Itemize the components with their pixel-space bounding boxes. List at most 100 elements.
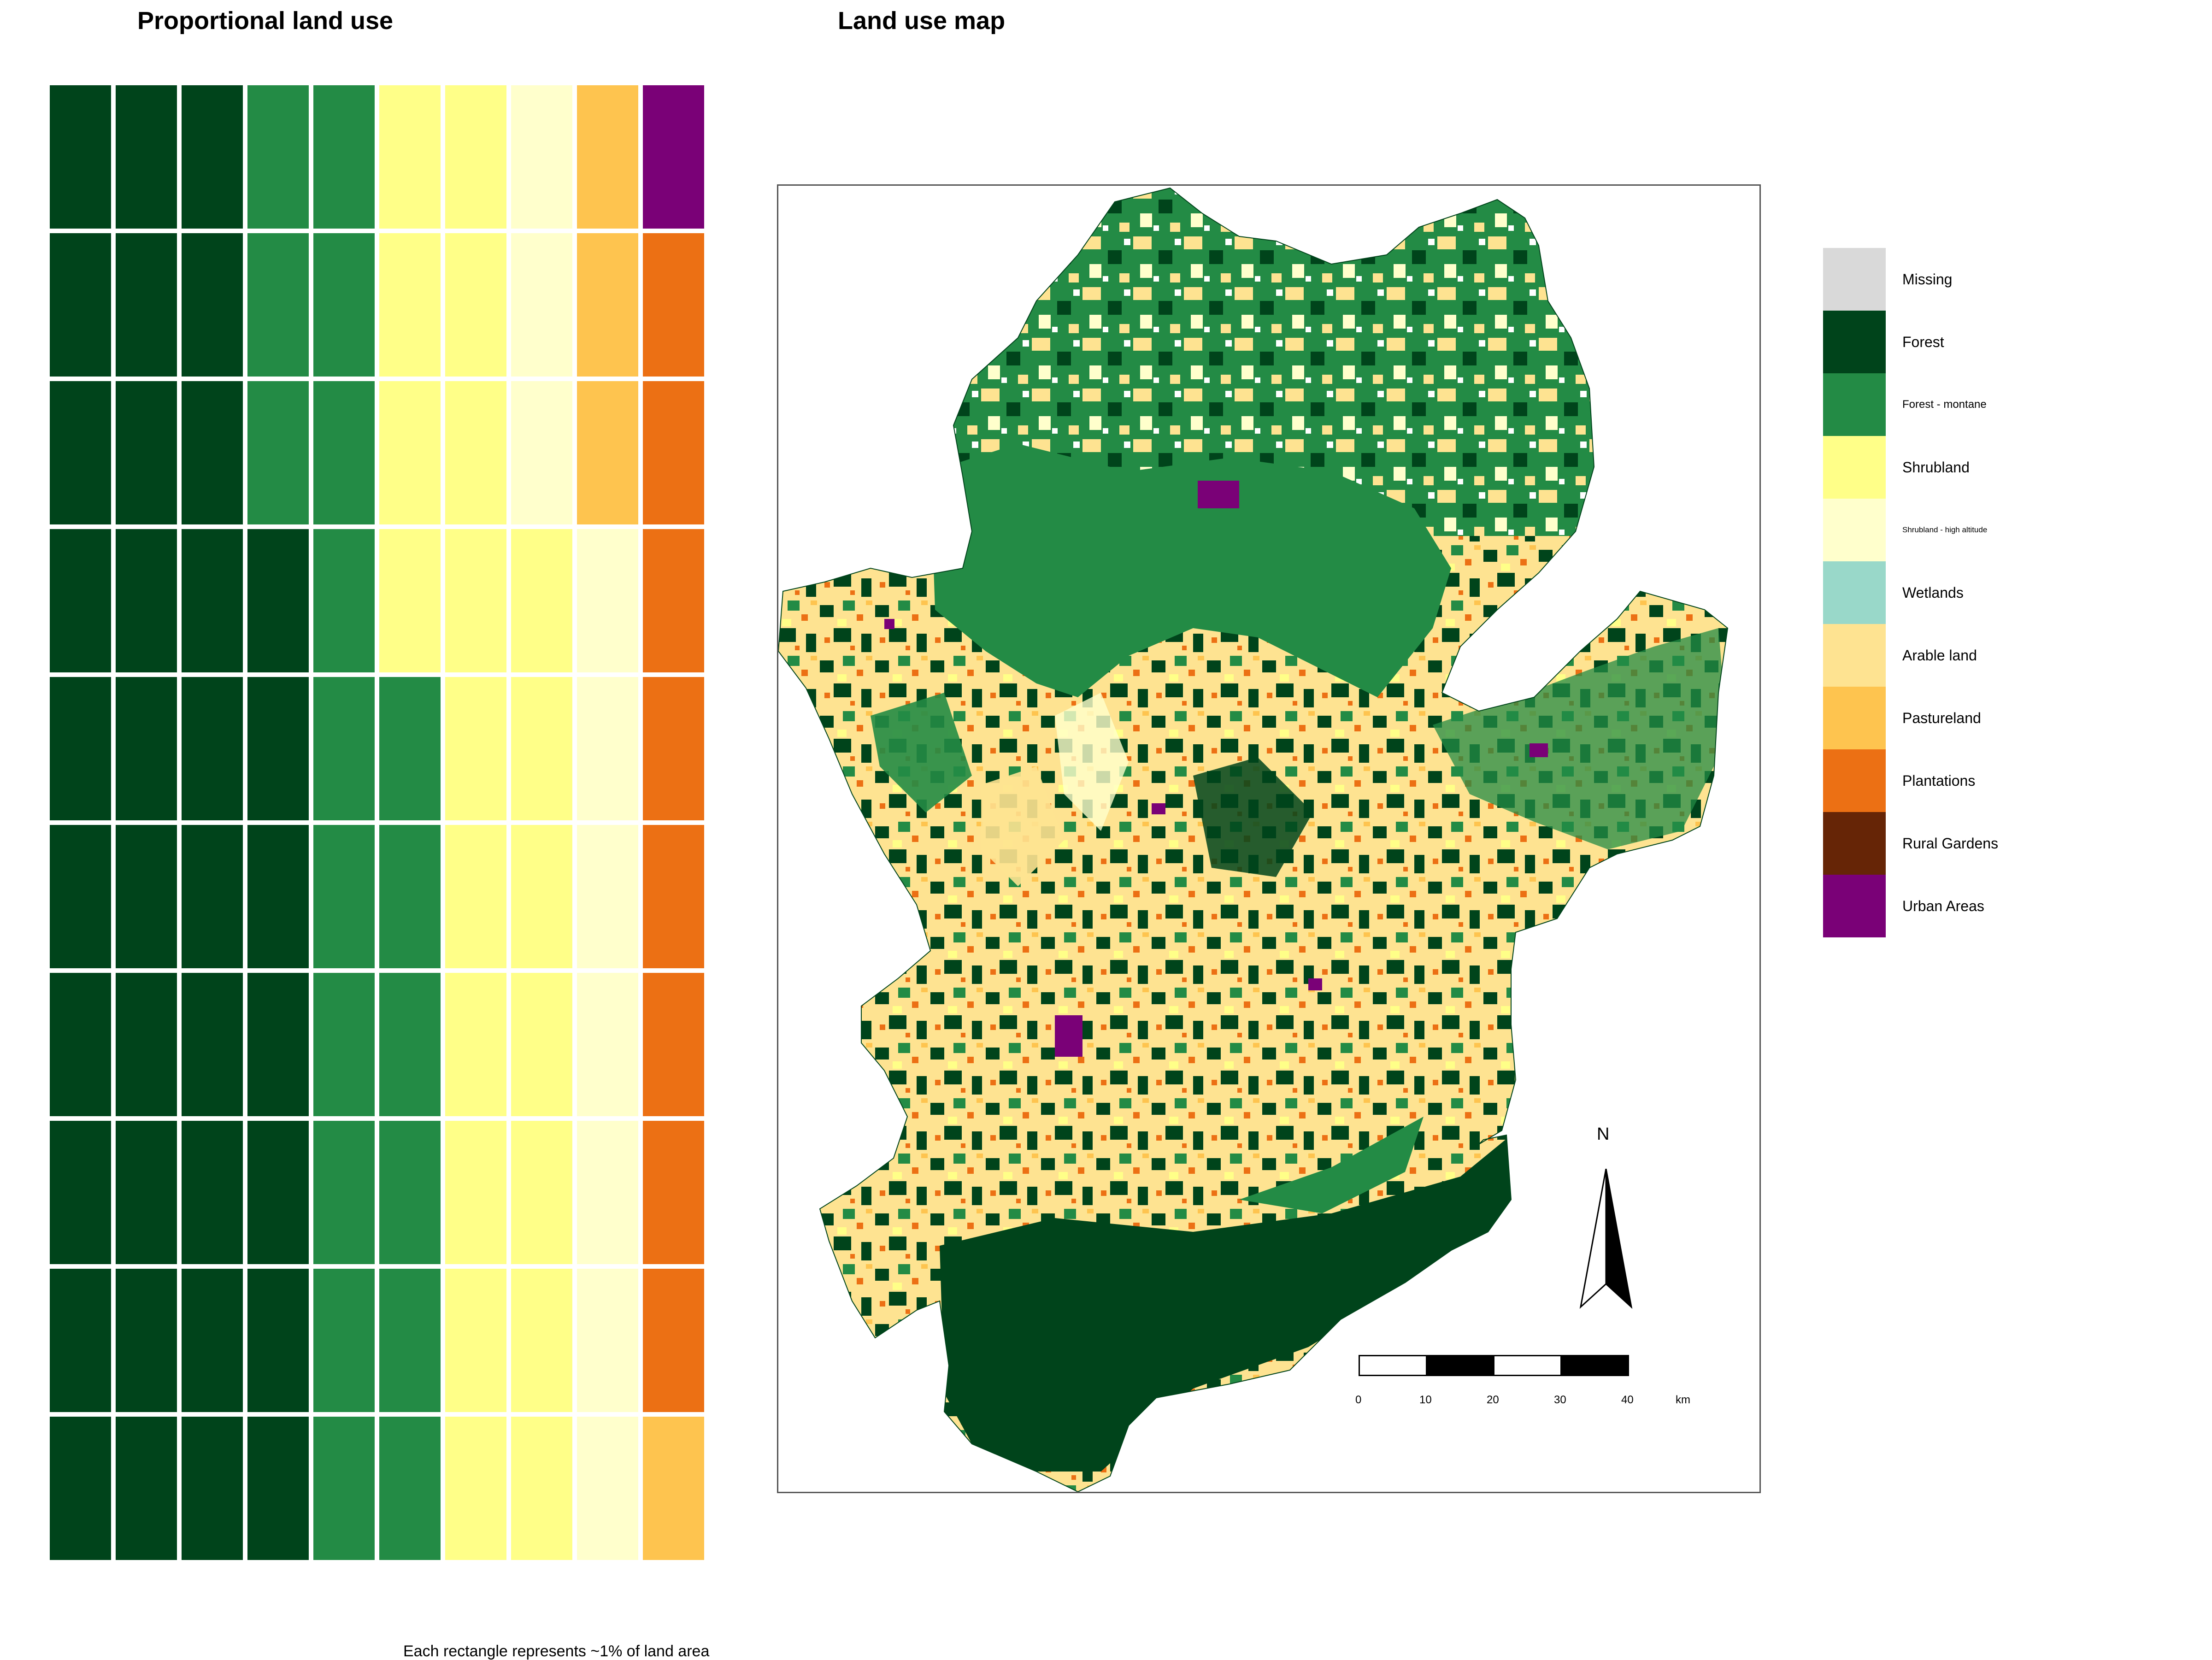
waffle-cell-forest	[50, 85, 111, 229]
scale-segment	[1359, 1355, 1427, 1376]
waffle-cell-forest	[50, 973, 111, 1116]
legend-swatch	[1823, 311, 1886, 373]
waffle-cell-forest-montane	[313, 381, 375, 524]
waffle-cell-forest	[247, 1269, 309, 1412]
waffle-cell-forest-montane	[379, 1121, 441, 1264]
waffle-cell-forest	[182, 1417, 243, 1560]
legend-swatch	[1823, 624, 1886, 687]
legend-label: Forest - montane	[1902, 398, 1987, 411]
waffle-cell-plantations	[643, 233, 704, 377]
waffle-cell-shrubland	[511, 973, 572, 1116]
waffle-cell-shrubland-high	[577, 1269, 638, 1412]
waffle-cell-forest	[116, 825, 177, 968]
legend-label: Rural Gardens	[1902, 835, 1999, 852]
scale-segment	[1493, 1355, 1562, 1376]
waffle-cell-shrubland	[511, 1121, 572, 1264]
waffle-cell-forest	[182, 1269, 243, 1412]
waffle-cell-pastureland	[577, 233, 638, 377]
waffle-cell-forest	[116, 677, 177, 820]
waffle-cell-pastureland	[643, 1417, 704, 1560]
waffle-cell-forest	[116, 233, 177, 377]
legend-item-shrubland-high: Shrubland - high altitude	[1823, 499, 2100, 561]
waffle-cell-plantations	[643, 677, 704, 820]
waffle-cell-forest-montane	[313, 1417, 375, 1560]
waffle-cell-forest	[182, 233, 243, 377]
legend-label: Shrubland - high altitude	[1902, 525, 1988, 534]
legend-item-arable: Arable land	[1823, 624, 2100, 687]
legend-swatch	[1823, 373, 1886, 436]
waffle-cell-forest	[182, 529, 243, 672]
legend-item-missing: Missing	[1823, 248, 2100, 311]
waffle-cell-forest	[116, 973, 177, 1116]
waffle-cell-shrubland	[379, 85, 441, 229]
waffle-cell-shrubland	[511, 825, 572, 968]
waffle-cell-forest-montane	[313, 529, 375, 672]
waffle-cell-forest	[50, 1121, 111, 1264]
waffle-cell-forest-montane	[379, 825, 441, 968]
waffle-cell-shrubland	[445, 1417, 506, 1560]
legend-label: Pastureland	[1902, 710, 1981, 726]
legend-item-forest: Forest	[1823, 311, 2100, 373]
waffle-cell-forest	[116, 85, 177, 229]
waffle-cell-forest-montane	[247, 233, 309, 377]
waffle-cell-shrubland-high	[511, 85, 572, 229]
scale-segment	[1560, 1355, 1629, 1376]
waffle-cell-forest	[50, 233, 111, 377]
scale-unit-label: km	[1676, 1394, 1690, 1406]
waffle-cell-forest	[182, 973, 243, 1116]
legend-swatch	[1823, 436, 1886, 499]
legend-swatch	[1823, 248, 1886, 311]
waffle-cell-forest	[50, 1269, 111, 1412]
waffle-cell-shrubland	[511, 529, 572, 672]
waffle-cell-shrubland-high	[577, 973, 638, 1116]
legend-label: Urban Areas	[1902, 898, 1984, 914]
legend-item-rural-gardens: Rural Gardens	[1823, 812, 2100, 875]
waffle-cell-forest	[116, 1417, 177, 1560]
waffle-cell-forest-montane	[247, 85, 309, 229]
land-use-map	[778, 188, 1728, 1492]
waffle-cell-forest-montane	[313, 1269, 375, 1412]
legend-item-shrubland: Shrubland	[1823, 436, 2100, 499]
waffle-cell-forest	[116, 381, 177, 524]
waffle-cell-shrubland-high	[577, 1121, 638, 1264]
legend-swatch	[1823, 875, 1886, 937]
waffle-cell-forest	[247, 677, 309, 820]
waffle-caption: Each rectangle represents ~1% of land ar…	[403, 1642, 710, 1660]
waffle-cell-urban	[643, 85, 704, 229]
waffle-cell-forest	[116, 1269, 177, 1412]
waffle-cell-forest	[50, 677, 111, 820]
waffle-cell-forest-montane	[379, 1269, 441, 1412]
legend-swatch	[1823, 812, 1886, 875]
legend-label: Plantations	[1902, 772, 1976, 789]
scale-tick-label: 40	[1621, 1394, 1634, 1406]
waffle-cell-forest	[50, 529, 111, 672]
waffle-cell-plantations	[643, 825, 704, 968]
waffle-cell-shrubland-high	[577, 825, 638, 968]
waffle-cell-shrubland	[445, 1269, 506, 1412]
waffle-cell-shrubland	[511, 1269, 572, 1412]
waffle-cell-forest-montane	[379, 677, 441, 820]
map-title: Land use map	[838, 7, 1006, 35]
legend-label: Forest	[1902, 334, 1944, 350]
waffle-cell-forest	[182, 381, 243, 524]
legend-item-wetlands: Wetlands	[1823, 561, 2100, 624]
waffle-cell-pastureland	[577, 381, 638, 524]
waffle-cell-shrubland-high	[577, 1417, 638, 1560]
waffle-cell-shrubland	[379, 381, 441, 524]
legend-label: Missing	[1902, 271, 1953, 288]
legend-swatch	[1823, 499, 1886, 561]
waffle-cell-plantations	[643, 529, 704, 672]
waffle-cell-forest	[182, 1121, 243, 1264]
waffle-cell-forest	[116, 1121, 177, 1264]
waffle-cell-forest-montane	[247, 381, 309, 524]
legend-item-urban: Urban Areas	[1823, 875, 2100, 937]
north-label: N	[1597, 1124, 1610, 1144]
scale-bar	[1359, 1355, 1630, 1376]
waffle-cell-plantations	[643, 1121, 704, 1264]
waffle-cell-shrubland	[511, 1417, 572, 1560]
legend-item-plantations: Plantations	[1823, 749, 2100, 812]
waffle-cell-forest-montane	[313, 677, 375, 820]
waffle-cell-forest	[182, 85, 243, 229]
waffle-cell-forest-montane	[313, 233, 375, 377]
waffle-cell-forest-montane	[313, 825, 375, 968]
